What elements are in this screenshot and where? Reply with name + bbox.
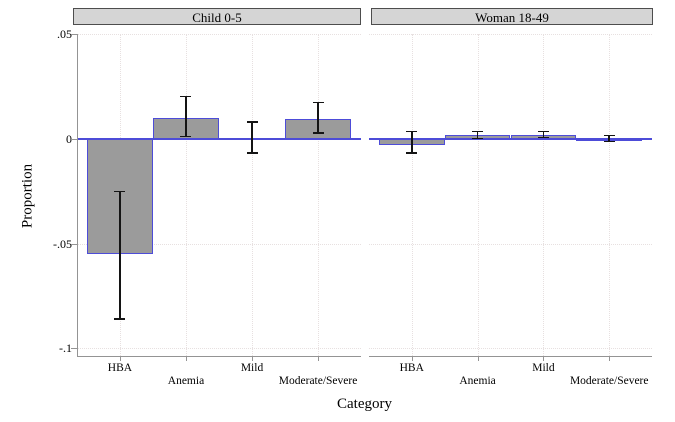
error-bar-cap-bottom (537, 136, 549, 139)
error-bar-cap-bottom (180, 135, 192, 138)
error-bar-line (542, 131, 545, 138)
gridline-vertical (609, 34, 611, 356)
x-tick-label: Anemia (459, 375, 496, 387)
y-tick (71, 243, 77, 245)
x-tick (543, 356, 545, 361)
x-axis-title: Category (337, 396, 392, 412)
gridline-horizontal (369, 34, 652, 36)
error-bar-cap-bottom (472, 137, 484, 140)
zero-line (77, 138, 361, 140)
panel-header-woman: Woman 18-49 (371, 8, 653, 25)
y-tick (71, 139, 77, 140)
x-tick-label: HBA (399, 362, 424, 374)
error-bar-line (251, 121, 253, 154)
y-axis-title: Proportion (19, 163, 36, 229)
gridline-horizontal (77, 243, 361, 245)
gridline-horizontal (369, 348, 652, 350)
error-bar-line (185, 96, 187, 137)
x-tick (411, 356, 413, 361)
x-tick (318, 356, 320, 361)
y-tick-label-neg1: -.1 (59, 341, 72, 355)
panel-header-child: Child 0-5 (73, 8, 361, 25)
x-tick-label: Moderate/Severe (278, 375, 358, 387)
error-bar-cap-top (114, 190, 126, 193)
y-tick-label-neg05: -.05 (53, 237, 72, 251)
error-bar-line (119, 191, 121, 320)
gridline-horizontal (369, 243, 652, 245)
x-tick-label: Moderate/Severe (569, 375, 649, 387)
error-bar-cap-top (246, 121, 258, 123)
gridline-vertical (543, 34, 545, 356)
error-bar-cap-top (406, 130, 418, 133)
gridline-vertical (411, 34, 413, 356)
x-tick (185, 356, 187, 361)
gridline-horizontal (77, 34, 361, 36)
error-bar-cap-top (603, 134, 615, 137)
x-tick (477, 356, 479, 361)
x-tick (119, 356, 121, 361)
error-bar-cap-bottom (246, 152, 258, 154)
error-bar-cap-top (537, 130, 549, 133)
error-bar-line (608, 135, 610, 142)
x-tick-label: HBA (107, 362, 133, 374)
error-bar-cap-top (472, 130, 484, 133)
error-bar-cap-top (180, 95, 192, 98)
gridline-horizontal (77, 348, 361, 350)
error-bar-cap-bottom (603, 140, 615, 143)
x-tick (609, 356, 611, 361)
x-axis-line (369, 356, 652, 357)
y-tick (71, 34, 77, 36)
error-bar-line (476, 131, 479, 139)
y-axis-line (77, 34, 78, 356)
error-bar-cap-bottom (312, 132, 324, 134)
error-bar-line (317, 102, 319, 134)
zero-line (369, 138, 652, 140)
gridline-vertical (185, 34, 187, 356)
gridline-vertical (252, 34, 254, 356)
error-bar-line (411, 131, 413, 154)
x-tick-label: Anemia (167, 375, 205, 387)
y-tick-label-05: .05 (57, 27, 72, 41)
x-axis-line (77, 356, 361, 357)
error-bar-cap-bottom (406, 152, 418, 154)
x-tick (252, 356, 254, 361)
error-bar-cap-top (312, 101, 324, 104)
y-tick (71, 348, 77, 350)
y-tick-label-0: 0 (66, 132, 72, 146)
error-bar-cap-bottom (114, 318, 126, 320)
x-tick-label: Mild (240, 362, 264, 374)
gridline-vertical (477, 34, 479, 356)
x-tick-label: Mild (532, 362, 555, 374)
gridline-vertical (318, 34, 320, 356)
